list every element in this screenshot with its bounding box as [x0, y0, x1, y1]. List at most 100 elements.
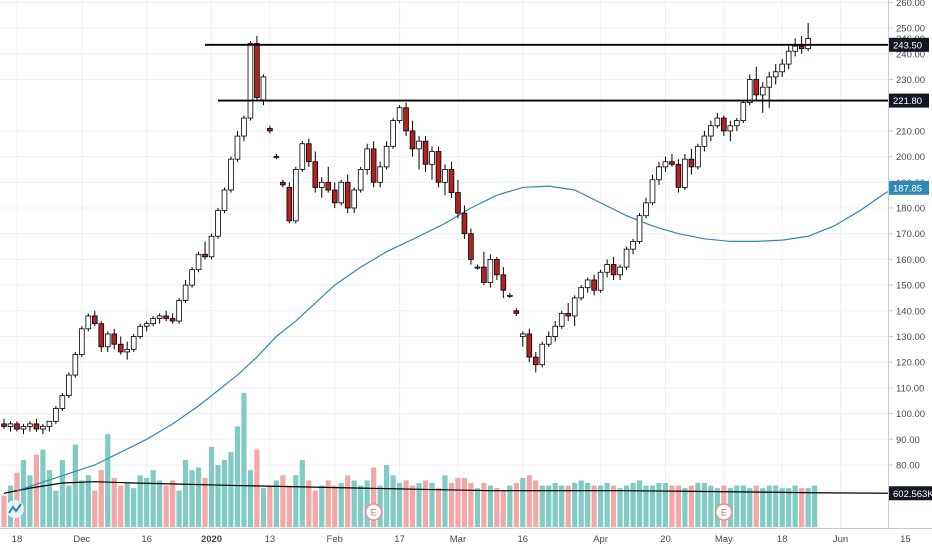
candle: [430, 146, 435, 179]
volume-bar: [799, 488, 804, 527]
candle: [760, 82, 765, 113]
candle: [358, 167, 363, 193]
candle: [391, 118, 396, 149]
candle: [670, 154, 675, 167]
volume-bar: [144, 478, 149, 527]
candle: [384, 141, 389, 169]
volume-bar: [118, 486, 123, 527]
volume-bar: [585, 483, 590, 527]
candle: [702, 131, 707, 152]
volume-bar: [695, 483, 700, 527]
price-axis[interactable]: 260.00250.00240.00230.00210.00200.00190.…: [889, 0, 932, 550]
candle-body: [760, 87, 765, 95]
candle-body: [235, 136, 240, 159]
candle: [125, 342, 130, 360]
candle-body: [443, 169, 448, 182]
volume-bar: [682, 488, 687, 527]
time-tick-label: Mar: [450, 534, 466, 545]
volume-bar: [410, 486, 415, 527]
candle: [404, 103, 409, 136]
volume-bar: [241, 393, 246, 527]
time-tick-label: Jun: [833, 534, 848, 545]
volume-bar: [125, 483, 130, 527]
price-label-text: 602.563K: [893, 489, 932, 500]
candle: [533, 352, 538, 373]
candle-body: [611, 265, 616, 275]
candle-body: [190, 270, 195, 285]
candle: [507, 293, 512, 298]
price-tick-label: 180.00: [896, 204, 925, 215]
candle-body: [138, 326, 143, 336]
candle: [92, 311, 97, 326]
candle-body: [469, 234, 474, 260]
volume-bar: [455, 478, 460, 527]
candle-body: [624, 249, 629, 267]
candle-body: [747, 80, 752, 103]
volume-bar: [40, 450, 45, 527]
candle: [345, 175, 350, 214]
volume-bar: [170, 480, 175, 527]
time-tick-label: 15: [900, 534, 911, 545]
candle-body: [345, 182, 350, 208]
candle: [728, 121, 733, 142]
candle: [164, 311, 169, 321]
volume-bar: [793, 486, 798, 527]
volume-bar: [86, 475, 91, 527]
candle: [676, 159, 681, 192]
volume-bar: [462, 478, 467, 527]
volume-bar: [760, 488, 765, 527]
volume-bar: [403, 480, 408, 527]
candle-body: [566, 313, 571, 316]
volume-bar: [66, 486, 71, 527]
candle: [657, 162, 662, 185]
candle: [235, 131, 240, 162]
candle: [157, 313, 162, 323]
candle-body: [546, 337, 551, 345]
candle: [689, 149, 694, 175]
candle: [780, 59, 785, 77]
candle: [105, 331, 110, 352]
candle: [650, 175, 655, 206]
volume-bar: [73, 444, 78, 527]
candle: [559, 311, 564, 329]
volume-bar: [553, 483, 558, 527]
candle: [352, 187, 357, 213]
candle-body: [66, 375, 71, 396]
volume-bar: [481, 483, 486, 527]
candle: [99, 321, 104, 352]
candle-body: [326, 182, 331, 190]
candle: [598, 270, 603, 293]
volume-bar: [533, 480, 538, 527]
candle: [683, 154, 688, 190]
candle: [443, 164, 448, 195]
candle-body: [806, 38, 811, 48]
candle-body: [332, 190, 337, 203]
volume-bar: [189, 470, 194, 527]
candle-body: [423, 141, 428, 164]
price-tick-label: 120.00: [896, 358, 925, 369]
volume-bar: [611, 486, 616, 527]
candle: [118, 337, 123, 355]
candle-body: [430, 151, 435, 164]
horizontal-levels[interactable]: [205, 45, 902, 101]
candle-body: [365, 149, 370, 170]
volume-bar: [566, 486, 571, 527]
volume-bar: [656, 483, 661, 527]
candle-body: [715, 118, 720, 126]
volume-bar: [254, 450, 259, 527]
candle-body: [767, 77, 772, 87]
price-label: 187.85: [889, 181, 929, 195]
candle: [436, 146, 441, 187]
candle-body: [481, 267, 486, 282]
candle: [326, 167, 331, 193]
candle: [585, 277, 590, 292]
candle-body: [721, 118, 726, 131]
price-label-text: 221.80: [893, 96, 922, 107]
candle: [663, 157, 668, 172]
candle: [417, 136, 422, 169]
volume-bar: [196, 468, 201, 527]
candle: [170, 313, 175, 323]
volume-bar: [507, 486, 512, 527]
